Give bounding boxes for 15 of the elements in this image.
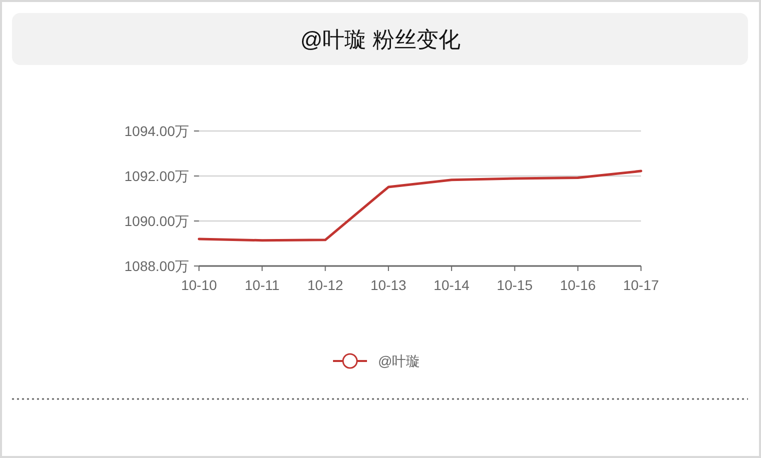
y-tick-label: 1090.00万 [124,213,189,229]
x-tick-label: 10-15 [496,277,533,293]
y-tick-label: 1092.00万 [124,168,189,184]
y-tick-label: 1094.00万 [124,123,189,139]
x-tick-label: 10-16 [560,277,596,293]
x-tick-label: 10-13 [370,277,407,293]
x-tick-label: 10-14 [434,277,470,293]
legend: @叶璇 [333,353,420,369]
x-tick-label: 10-12 [307,277,344,293]
chart-title: @叶璇 粉丝变化 [300,27,461,52]
x-tick-label: 10-11 [244,277,280,293]
x-tick-label: 10-10 [181,277,218,293]
x-tick-label: 10-17 [623,277,660,293]
legend-label: @叶璇 [378,353,420,369]
y-tick-label: 1088.00万 [124,258,189,274]
